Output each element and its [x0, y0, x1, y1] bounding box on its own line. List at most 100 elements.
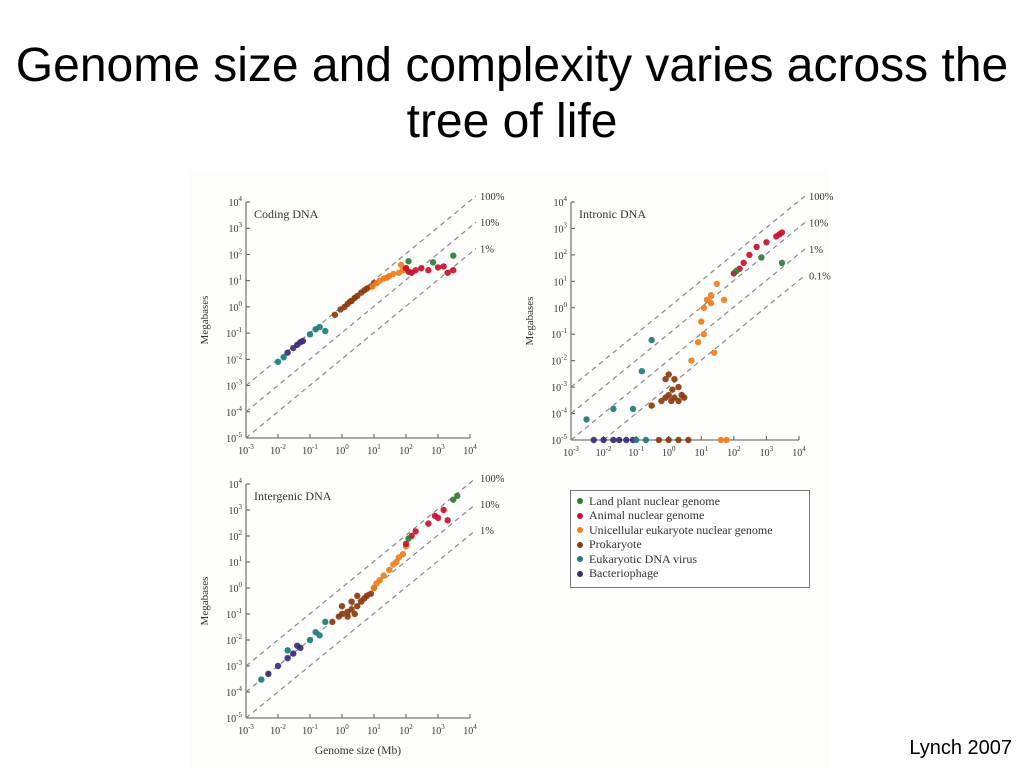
- reference-line: [570, 248, 806, 441]
- tick-base: 10: [431, 446, 441, 457]
- tick-exponent: 3: [770, 445, 774, 453]
- tick-exponent: -2: [561, 354, 567, 362]
- tick-base: 10: [662, 448, 672, 459]
- legend-label: Bacteriophage: [589, 566, 659, 581]
- data-point: [412, 528, 419, 535]
- tick-exponent: -5: [561, 433, 567, 441]
- tick-exponent: 3: [564, 221, 568, 229]
- tick-base: 10: [551, 330, 561, 341]
- tick-exponent: 4: [239, 477, 243, 485]
- tick-base: 10: [628, 448, 638, 459]
- tick-base: 10: [335, 446, 345, 457]
- chart-title: Intergenic DNA: [254, 489, 332, 503]
- data-point: [429, 259, 437, 266]
- tick-exponent: 1: [239, 555, 243, 563]
- reference-line: [245, 529, 477, 719]
- data-point: [338, 610, 346, 618]
- tick-exponent: -5: [236, 431, 242, 439]
- tick-exponent: -5: [236, 711, 242, 719]
- tick-base: 10: [551, 357, 561, 368]
- tick-base: 10: [563, 448, 573, 459]
- tick-exponent: 1: [705, 445, 709, 453]
- data-point: [681, 394, 688, 401]
- data-point: [444, 269, 451, 276]
- x-tick-label: 10-2: [270, 723, 286, 737]
- tick-exponent: -3: [573, 445, 579, 453]
- tick-base: 10: [226, 662, 236, 673]
- data-point: [284, 647, 291, 654]
- y-axis-label: Megabases: [199, 296, 211, 345]
- data-point: [274, 358, 282, 366]
- data-point: [610, 436, 617, 444]
- data-point: [590, 436, 597, 444]
- data-point: [669, 386, 676, 393]
- legend-marker: [577, 498, 583, 505]
- data-point: [440, 263, 447, 270]
- tick-exponent: 1: [239, 274, 243, 282]
- tick-base: 10: [270, 726, 280, 737]
- tick-exponent: 0: [239, 300, 243, 308]
- data-point: [294, 642, 301, 649]
- tick-base: 10: [229, 250, 239, 261]
- tick-exponent: 3: [239, 503, 243, 511]
- x-tick-label: 103: [431, 723, 445, 737]
- legend-marker: [577, 512, 583, 519]
- tick-base: 10: [554, 198, 564, 209]
- tick-exponent: 3: [441, 443, 445, 451]
- data-point: [610, 405, 617, 413]
- tick-base: 10: [554, 304, 564, 315]
- data-point: [717, 436, 725, 444]
- x-tick-label: 103: [760, 445, 774, 459]
- tick-exponent: -2: [236, 352, 242, 360]
- tick-exponent: 4: [564, 195, 568, 203]
- tick-exponent: -1: [561, 327, 567, 335]
- data-point: [306, 331, 314, 338]
- slide-title: Genome size and complexity varies across…: [15, 39, 1009, 148]
- data-point: [322, 618, 329, 626]
- tick-exponent: 4: [239, 195, 243, 203]
- data-point: [348, 297, 355, 305]
- data-point: [711, 349, 718, 356]
- tick-exponent: 3: [239, 221, 243, 229]
- tick-base: 10: [554, 224, 564, 235]
- tick-base: 10: [695, 448, 705, 459]
- x-tick-label: 10-3: [563, 445, 579, 459]
- tick-base: 10: [463, 446, 473, 457]
- tick-base: 10: [463, 726, 473, 737]
- data-point: [733, 267, 740, 275]
- data-point: [778, 259, 786, 267]
- data-point: [431, 512, 439, 519]
- data-point: [642, 436, 650, 444]
- tick-base: 10: [238, 446, 248, 457]
- x-tick-label: 101: [367, 443, 381, 457]
- x-tick-label: 102: [399, 723, 413, 737]
- tick-exponent: -3: [236, 659, 242, 667]
- y-tick-label: 10-4: [551, 407, 567, 421]
- data-point: [354, 602, 361, 610]
- reference-line-label: 100%: [480, 192, 505, 203]
- tick-exponent: 0: [345, 723, 349, 731]
- y-tick-label: 101: [229, 274, 243, 288]
- reference-line: [245, 195, 477, 387]
- data-point: [623, 436, 630, 444]
- chart-legend: Land plant nuclear genome Animal nuclear…: [570, 490, 810, 588]
- legend-label: Animal nuclear genome: [589, 508, 705, 523]
- tick-base: 10: [551, 410, 561, 421]
- legend-item-prokaryote: Prokaryote: [577, 537, 803, 553]
- data-point: [348, 606, 355, 613]
- x-tick-label: 100: [662, 445, 676, 459]
- data-point: [316, 632, 323, 639]
- data-point: [354, 592, 361, 600]
- data-point: [450, 267, 457, 274]
- x-tick-label: 104: [792, 445, 806, 459]
- legend-label: Eukaryotic DNA virus: [589, 551, 697, 566]
- tick-exponent: -3: [248, 723, 254, 731]
- data-point: [294, 341, 301, 348]
- tick-exponent: -1: [236, 607, 242, 615]
- y-axis-label: Megabases: [199, 577, 211, 626]
- x-tick-label: 10-2: [596, 445, 612, 459]
- data-point: [648, 402, 655, 409]
- y-tick-label: 100: [229, 300, 243, 314]
- data-point: [632, 436, 640, 444]
